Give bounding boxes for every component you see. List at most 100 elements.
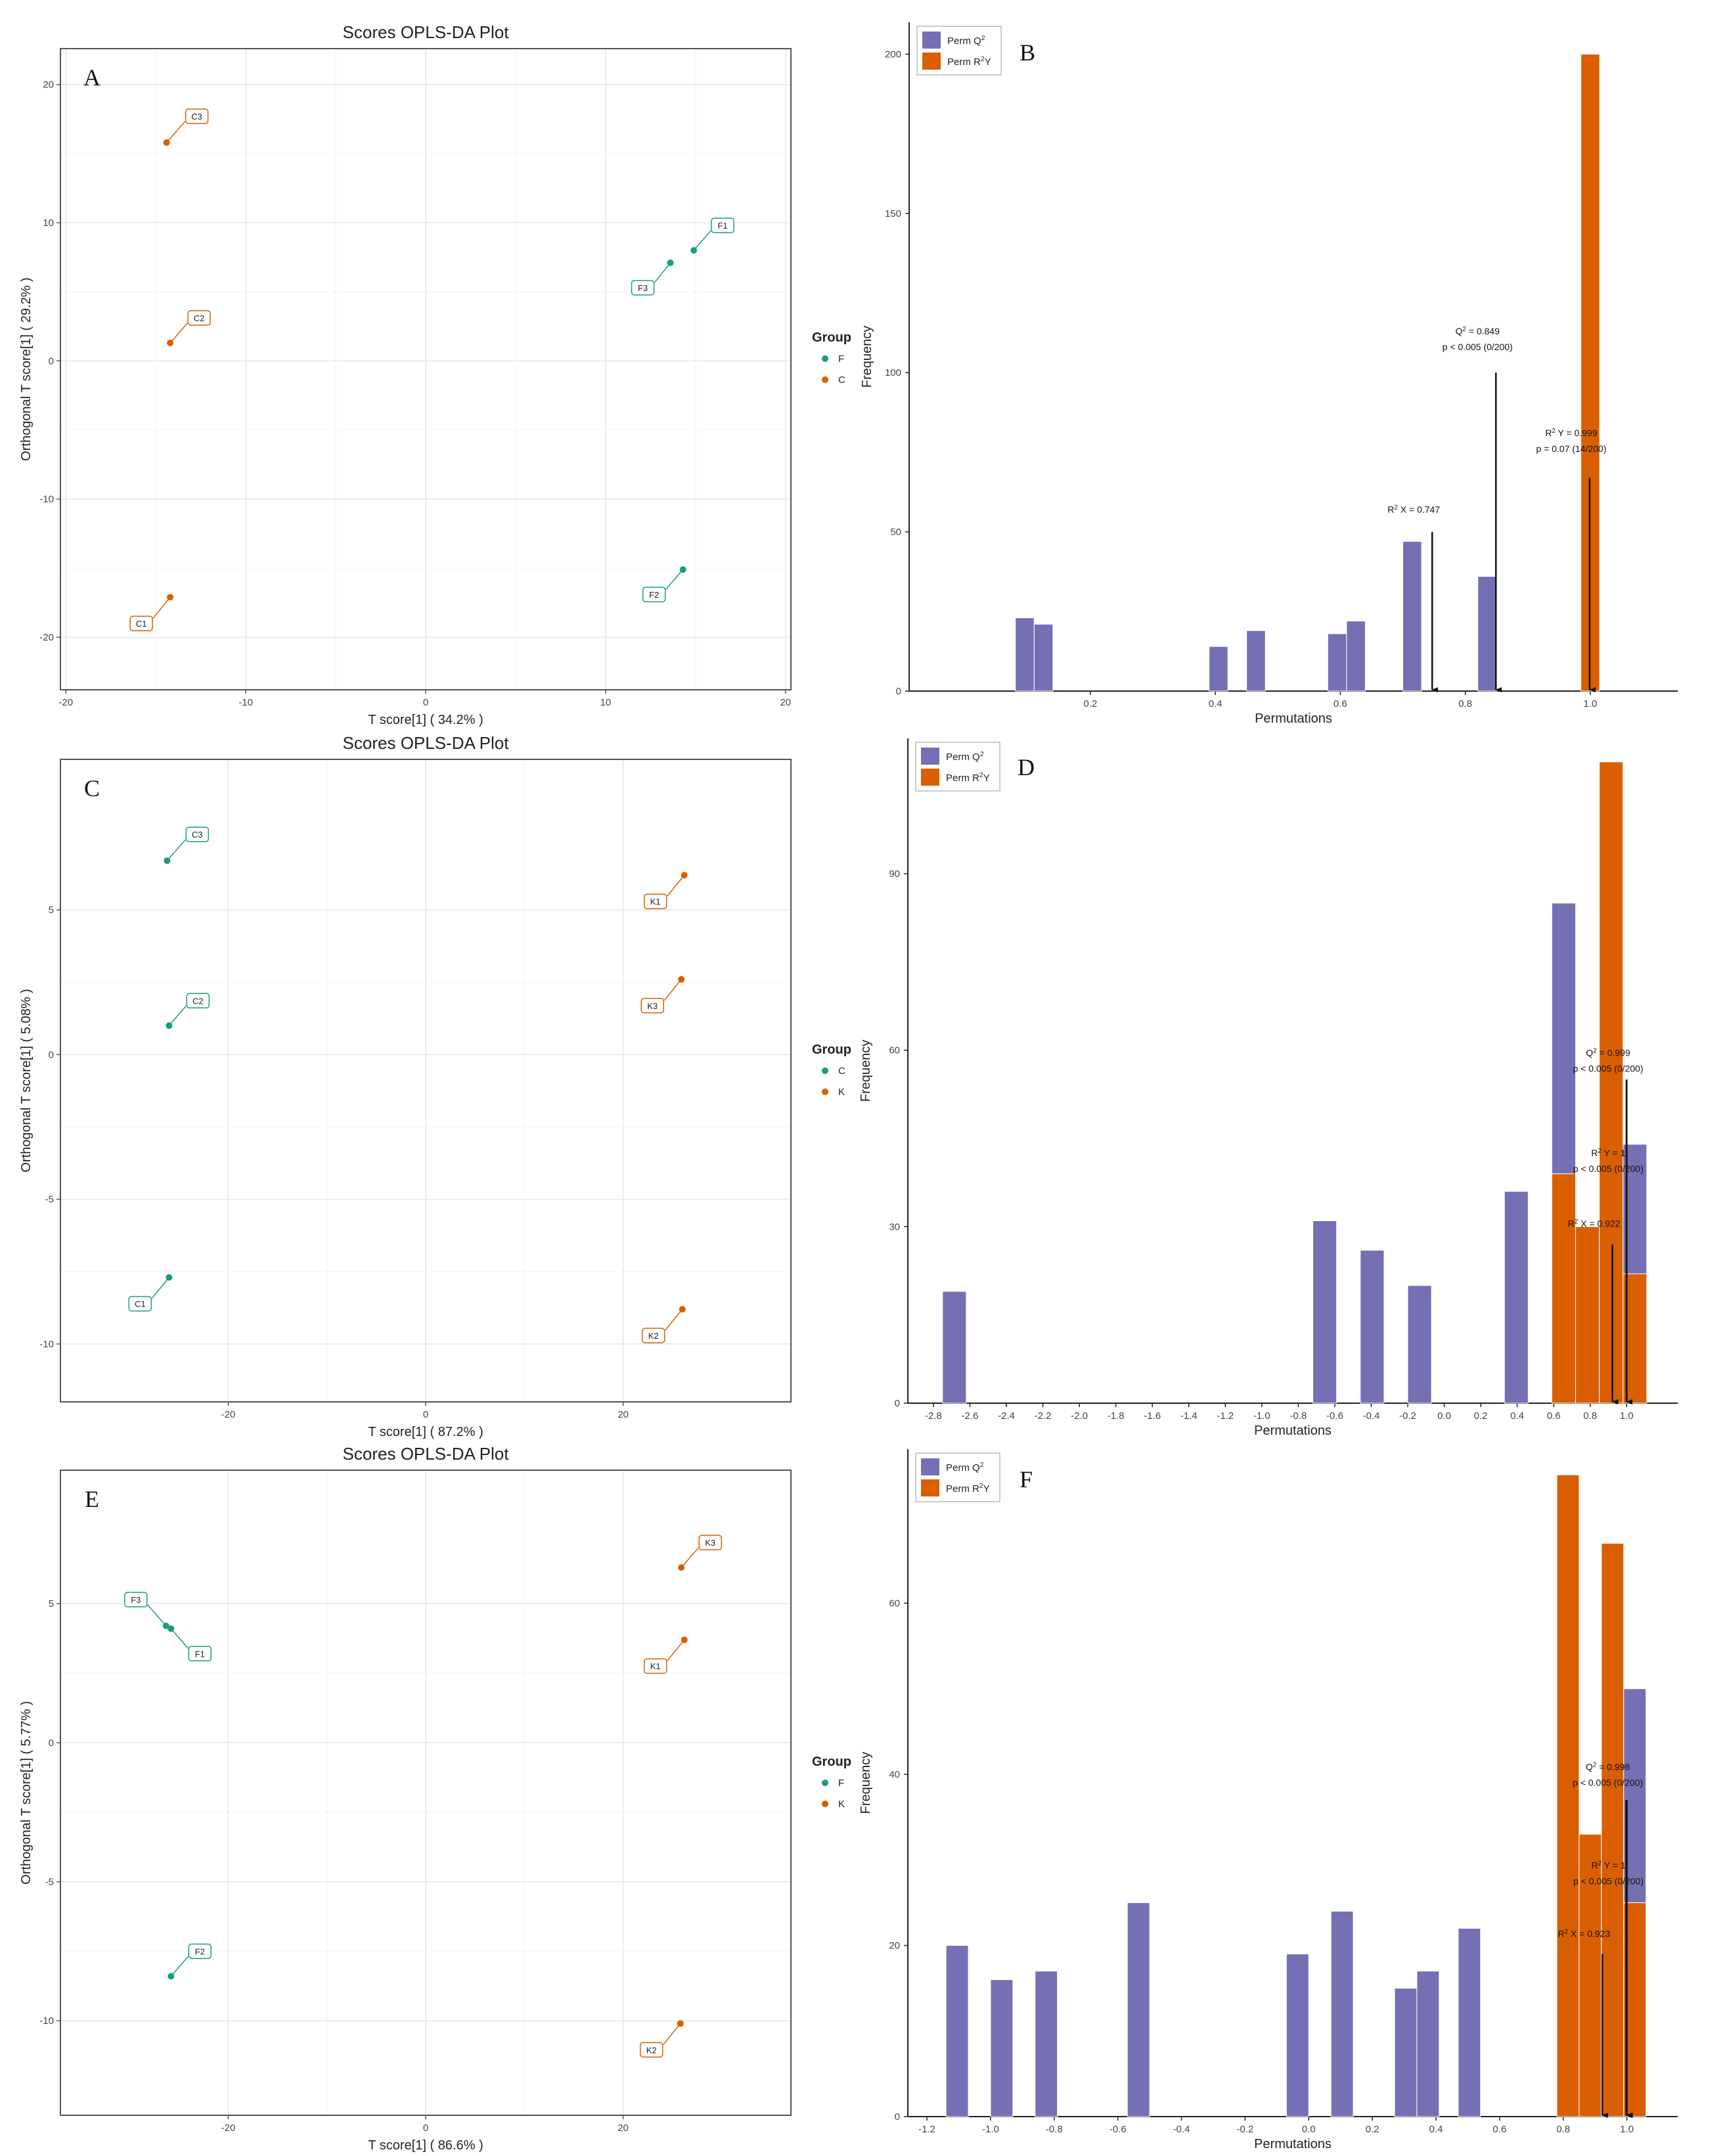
data-point [667,259,674,267]
data-point [164,857,171,865]
y-tick-label: 0 [896,686,901,697]
point-label: F3 [131,1595,141,1605]
y-tick-label: 0 [49,1738,54,1749]
x-axis-label: T score[1] ( 86.6% ) [368,2138,483,2153]
legend-label: F [838,1778,844,1789]
y-tick-label: 0 [49,1049,54,1060]
point-label: C2 [194,313,205,323]
y-tick-label: 60 [889,1598,900,1609]
bar-perm-q2 [1402,541,1422,692]
legend-key [921,769,939,786]
bar-perm-r2y [1599,761,1624,1404]
y-tick-label: 20 [43,79,54,91]
point-label-box [186,993,210,1009]
bar-perm-q2 [1346,620,1366,692]
x-tick-label: -2.4 [998,1410,1015,1422]
bar-perm-q2 [1209,646,1228,692]
point-label: K3 [705,1538,715,1548]
x-tick-label: -20 [58,697,73,708]
annotation-text: Q2 = 0.999 [1586,1047,1630,1058]
y-axis-label: Frequency [859,1040,873,1102]
point-label: K1 [650,1661,661,1671]
legend-key [922,53,941,70]
panel-letter: B [1020,39,1035,66]
y-tick-label: 20 [889,1940,900,1951]
bar-perm-q2 [945,1944,969,2117]
x-tick-label: 20 [618,2122,629,2134]
point-leader-line [667,874,685,897]
panel-letter: A [83,64,101,91]
legend-label: Perm R2Y [947,55,991,68]
legend-label: Perm Q2 [946,1461,984,1473]
point-leader-line [166,839,186,861]
bar-perm-q2 [1246,630,1266,692]
permutation-panel-f: -1.2 -1.0 -0.8 -0.6 -0.4 -0.2 0.0 0.2 0.4 0.6 0.8 1… [859,1449,1678,2151]
bar-perm-q2 [1313,1220,1337,1404]
x-tick-label: -2.6 [961,1410,978,1422]
legend-key [822,376,828,383]
bar-perm-q2 [1360,1249,1385,1404]
x-tick-label: -0.4 [1173,2124,1190,2135]
panel-letter: E [85,1486,99,1512]
data-point [166,1274,173,1281]
x-tick-label: -2.8 [925,1410,942,1422]
x-tick-label: 10 [600,697,612,708]
bar-perm-q2 [1407,1285,1432,1404]
bar-perm-q2 [1015,618,1035,692]
annotation-text: p < 0.005 (0/200) [1443,342,1513,352]
point-label: C3 [192,830,203,840]
permutation-panel-b: 0.2 0.4 0.6 0.8 1.0 0 50 100 150 200 Permutations F… [860,22,1678,726]
y-axis-label: Orthogonal T score[1] ( 5.08% ) [19,989,34,1172]
x-tick-label: 0.6 [1547,1410,1561,1422]
annotation-text: R2 X = 0.923 [1558,1928,1610,1939]
bar-perm-q2 [1551,903,1576,1175]
point-leader-line [663,979,682,1001]
x-axis-label: T score[1] ( 34.2% ) [368,713,483,727]
point-label-box [188,1943,212,1960]
data-point [167,594,174,601]
legend-label: F [838,353,844,365]
y-tick-label: 10 [43,217,54,229]
y-tick-label: -10 [39,1339,54,1350]
data-point [679,1306,686,1313]
y-tick-label: -5 [45,1194,54,1205]
x-tick-label: -1.4 [1180,1410,1198,1422]
legend-key [822,1089,828,1095]
point-label: F1 [718,221,728,231]
x-tick-label: 0.0 [1437,1410,1451,1422]
x-tick-label: 0 [423,697,428,708]
point-leader-line [170,1628,189,1649]
annotation-text: R2 Y = 1 [1591,1860,1625,1871]
x-tick-label: -0.2 [1399,1410,1416,1422]
x-tick-label: 0.2 [1083,698,1097,709]
x-axis-label: T score[1] ( 87.2% ) [368,1425,483,1439]
x-tick-label: 20 [618,1409,629,1420]
y-tick-label: 40 [889,1769,900,1780]
y-tick-label: 0 [49,355,54,367]
point-label: F2 [649,590,659,600]
x-tick-label: 0.8 [1458,698,1472,709]
x-tick-label: -0.6 [1110,2124,1127,2135]
legend-label: K [838,1799,845,1810]
x-tick-label: 1.0 [1620,2124,1634,2135]
annotation-text: R2 Y = 1 [1591,1147,1625,1158]
x-tick-label: 0.6 [1493,2124,1506,2135]
annotation-text: R2 Y = 0.999 [1545,428,1598,439]
legend-label: Perm R2Y [946,771,990,784]
bar-perm-r2y [1551,1173,1576,1404]
x-tick-label: 0.4 [1429,2124,1443,2135]
x-tick-label: -0.2 [1236,2124,1253,2135]
x-tick-label: 0.0 [1302,2124,1316,2135]
bar-perm-r2y [1575,1226,1600,1404]
point-leader-line [166,121,186,143]
x-tick-label: -2.2 [1035,1410,1052,1422]
point-leader-line [667,1639,685,1661]
point-label-box [129,616,153,631]
legend-key [922,32,941,49]
panel-letter: C [84,775,100,801]
legend-key [822,1780,828,1786]
chart-title: Scores OPLS-DA Plot [343,22,510,42]
legend-label: C [838,374,845,386]
data-point [162,1623,169,1630]
annotation-text: Q2 = 0.849 [1456,326,1500,336]
